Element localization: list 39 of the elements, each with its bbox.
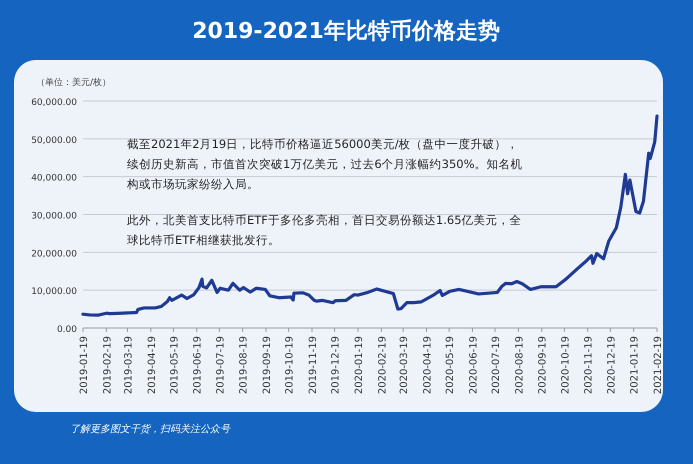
x-tick-label: 2020-05-19 — [445, 336, 456, 394]
x-tick-label: 2020-01-19 — [354, 336, 365, 394]
x-tick-label: 2020-12-19 — [606, 336, 618, 394]
x-tick-label: 2019-01-19 — [79, 336, 90, 394]
x-tick-label: 2020-02-19 — [377, 336, 388, 394]
y-tick-label: 30,000.00 — [31, 212, 78, 222]
annotation: 截至2021年2月19日，比特币价格逼近56000美元/枚（盘中一度升破），续创历史新高，市值首次突破1万亿美元，过去6个月涨幅约350%。知名机构或市场玩家纷纷入局。 — [127, 136, 524, 193]
y-tick-label: 40,000.00 — [31, 174, 78, 184]
x-tick-label: 2019-11-19 — [308, 336, 319, 394]
x-tick-label: 2020-08-19 — [514, 336, 526, 394]
x-tick-label: 2019-05-19 — [169, 336, 180, 394]
x-tick-label: 2019-02-19 — [102, 336, 114, 394]
y-axis-title: （单位：美元/枚） — [36, 77, 112, 88]
y-tick-label: 50,000.00 — [31, 136, 78, 146]
x-tick-label: 2019-09-19 — [262, 336, 274, 394]
chart-title: 2019-2021年比特币价格走势 — [192, 19, 500, 44]
x-tick-label: 2019-04-19 — [146, 336, 158, 394]
annotation: 此外，北美首支比特币ETF于多伦多亮相，首日交易份额达1.65亿美元，全球比特币ETF相继获批发行。 — [127, 212, 523, 249]
y-tick-label: 0.00 — [56, 325, 78, 335]
x-tick-label: 2021-02-19 — [653, 336, 664, 394]
x-tick-label: 2020-09-19 — [538, 336, 549, 394]
x-tick-label: 2019-03-19 — [123, 336, 134, 394]
x-tick-label: 2020-03-19 — [399, 336, 410, 394]
x-tick-label: 2020-10-19 — [560, 336, 572, 394]
x-tick-label: 2021-01-19 — [630, 336, 641, 394]
y-tick-label: 20,000.00 — [31, 249, 78, 260]
y-tick-label: 10,000.00 — [31, 287, 78, 298]
x-tick-label: 2019-10-19 — [284, 336, 296, 394]
text: 了解更多图文干货，扫码关注公众号 — [70, 423, 231, 435]
x-tick-label: 2019-07-19 — [215, 336, 226, 394]
x-tick-label: 2019-06-19 — [192, 336, 204, 394]
x-tick-label: 2019-08-19 — [238, 336, 250, 394]
x-tick-label: 2020-04-19 — [422, 336, 434, 394]
x-tick-label: 2019-12-19 — [330, 336, 342, 394]
line-series — [81, 114, 659, 317]
x-tick-label: 2020-07-19 — [491, 336, 502, 394]
x-tick-label: 2020-06-19 — [468, 336, 480, 394]
y-tick-label: 60,000.00 — [31, 98, 78, 108]
x-tick-label: 2020-11-19 — [584, 336, 595, 394]
